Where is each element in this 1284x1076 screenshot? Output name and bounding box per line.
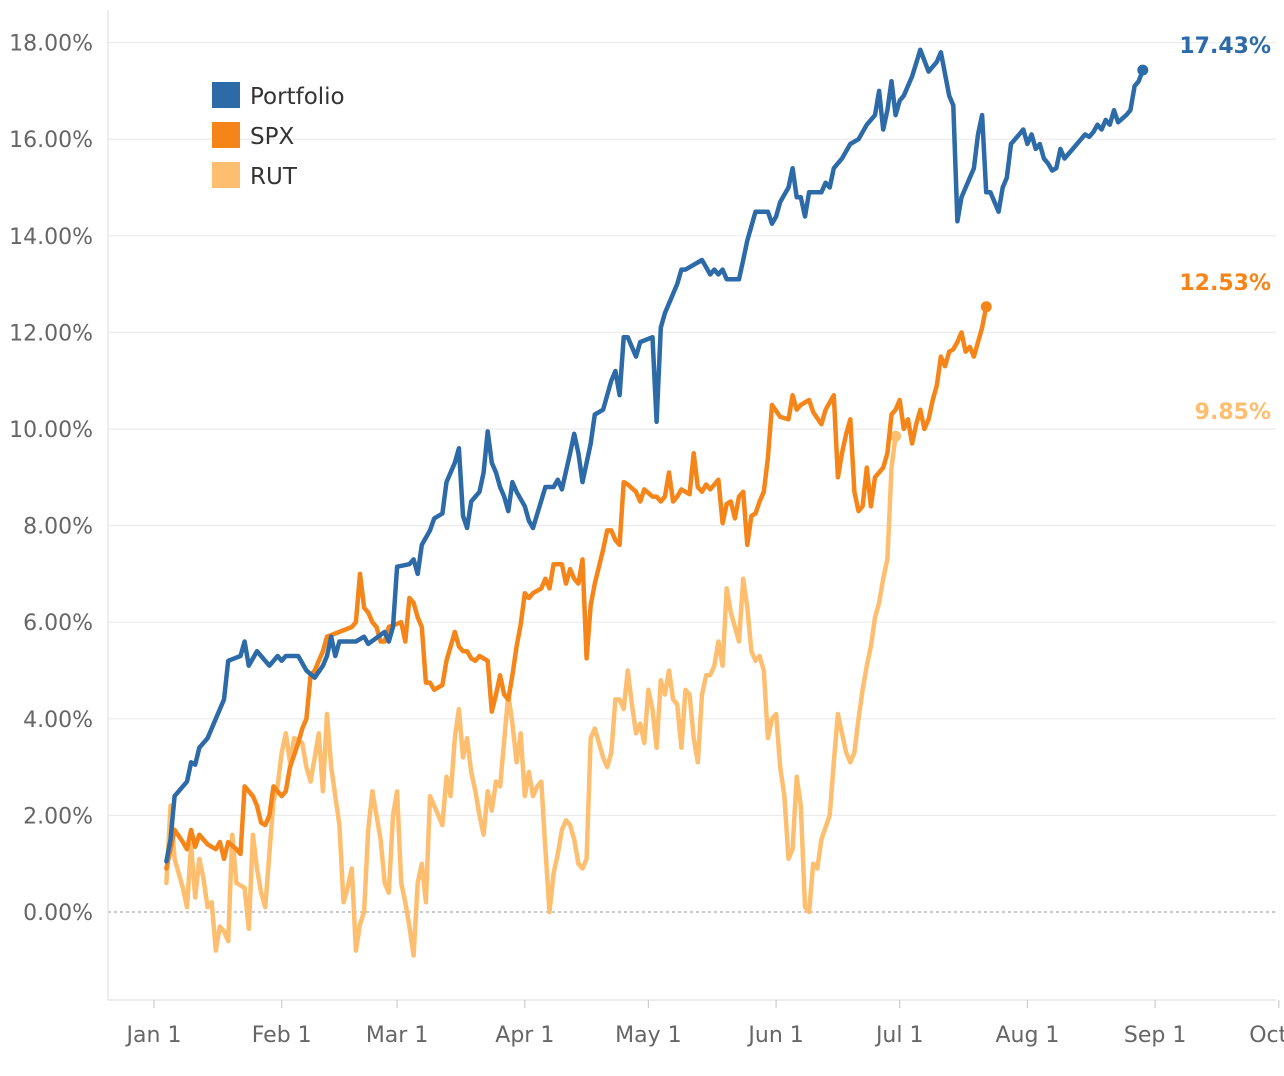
end-point-portfolio [1137, 64, 1149, 76]
x-tick-label: Aug 1 [995, 1023, 1059, 1048]
x-tick-label: Mar 1 [366, 1023, 429, 1048]
y-tick-label: 2.00% [23, 804, 93, 829]
legend-swatch-rut [212, 162, 240, 188]
end-label-spx: 12.53% [1179, 271, 1271, 296]
legend-label-spx: SPX [250, 124, 294, 150]
x-tick-label: Jul 1 [874, 1023, 924, 1048]
end-label-rut: 9.85% [1195, 400, 1271, 425]
legend-swatch-spx [212, 122, 240, 148]
x-tick-label: Jun 1 [746, 1023, 803, 1048]
x-tick-label: Sep 1 [1124, 1023, 1186, 1048]
y-tick-label: 8.00% [23, 515, 93, 540]
legend-label-portfolio: Portfolio [250, 84, 345, 110]
x-tick-label: Jan 1 [125, 1023, 182, 1048]
y-tick-label: 12.00% [9, 321, 93, 346]
y-tick-label: 14.00% [9, 225, 93, 250]
end-point-rut [890, 430, 902, 442]
y-tick-label: 6.00% [23, 611, 93, 636]
x-tick-label: Oct 1 [1249, 1023, 1284, 1048]
y-tick-label: 10.00% [9, 418, 93, 443]
legend-label-rut: RUT [250, 164, 298, 190]
y-tick-label: 16.00% [9, 128, 93, 153]
y-tick-label: 0.00% [23, 901, 93, 926]
end-label-portfolio: 17.43% [1179, 34, 1271, 59]
series-line-spx [164, 304, 989, 871]
series-line-portfolio [164, 47, 1146, 864]
legend-swatch-portfolio [212, 82, 240, 108]
y-tick-label: 4.00% [23, 708, 93, 733]
x-tick-label: Apr 1 [495, 1023, 554, 1048]
y-tick-label: 18.00% [9, 32, 93, 57]
x-tick-label: Feb 1 [252, 1023, 312, 1048]
end-point-spx [980, 301, 992, 313]
series-line-rut [164, 433, 898, 958]
x-tick-label: May 1 [615, 1023, 681, 1048]
